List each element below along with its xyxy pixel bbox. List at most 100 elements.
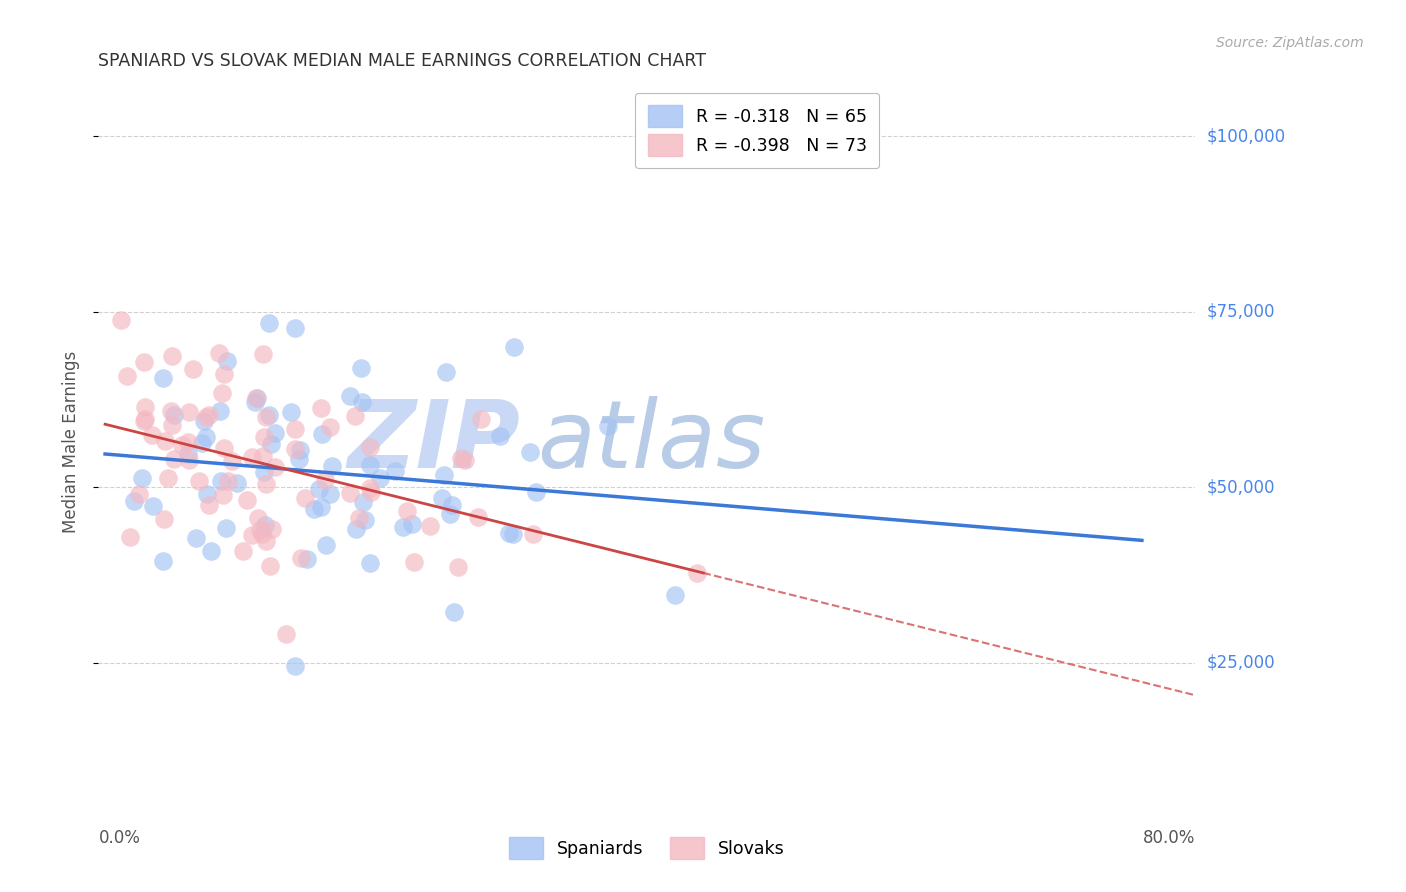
Point bbox=[360, 484, 382, 499]
Point bbox=[339, 389, 361, 403]
Point bbox=[384, 465, 406, 479]
Point bbox=[284, 442, 307, 456]
Point bbox=[195, 410, 218, 425]
Legend: Spaniards, Slovaks: Spaniards, Slovaks bbox=[502, 830, 792, 866]
Point bbox=[498, 526, 520, 541]
Point bbox=[290, 551, 312, 566]
Point bbox=[447, 560, 470, 574]
Point bbox=[309, 500, 332, 514]
Point bbox=[131, 470, 153, 484]
Point bbox=[524, 484, 547, 499]
Point bbox=[274, 627, 297, 641]
Text: Source: ZipAtlas.com: Source: ZipAtlas.com bbox=[1216, 36, 1364, 50]
Point bbox=[157, 471, 180, 485]
Point bbox=[288, 452, 311, 467]
Point bbox=[252, 429, 274, 443]
Point bbox=[664, 588, 686, 602]
Point bbox=[195, 486, 218, 500]
Point bbox=[359, 440, 381, 454]
Point bbox=[110, 313, 132, 327]
Text: $100,000: $100,000 bbox=[1206, 128, 1285, 145]
Point bbox=[120, 530, 142, 544]
Point bbox=[177, 405, 200, 419]
Point bbox=[295, 552, 318, 566]
Point bbox=[264, 459, 287, 474]
Point bbox=[419, 518, 441, 533]
Point bbox=[176, 446, 198, 460]
Point bbox=[215, 354, 238, 368]
Point bbox=[181, 362, 204, 376]
Point bbox=[309, 401, 332, 415]
Point bbox=[350, 395, 373, 409]
Point bbox=[254, 410, 277, 425]
Point bbox=[217, 474, 239, 488]
Point bbox=[162, 350, 184, 364]
Point bbox=[172, 438, 194, 452]
Point bbox=[264, 426, 287, 441]
Point bbox=[245, 391, 267, 405]
Point bbox=[318, 420, 340, 434]
Point bbox=[359, 481, 381, 495]
Point bbox=[441, 498, 464, 512]
Point bbox=[502, 527, 524, 541]
Point bbox=[163, 452, 186, 467]
Point bbox=[401, 517, 423, 532]
Point bbox=[396, 503, 419, 517]
Point bbox=[160, 403, 183, 417]
Text: 0.0%: 0.0% bbox=[98, 829, 141, 847]
Point bbox=[433, 467, 456, 482]
Point bbox=[141, 428, 163, 442]
Point bbox=[215, 520, 238, 534]
Point bbox=[598, 419, 620, 434]
Point bbox=[257, 316, 280, 330]
Point bbox=[142, 499, 165, 513]
Point bbox=[152, 553, 174, 567]
Point bbox=[253, 465, 276, 479]
Point bbox=[200, 544, 222, 558]
Point bbox=[308, 483, 330, 497]
Point bbox=[318, 487, 340, 501]
Text: atlas: atlas bbox=[537, 396, 765, 487]
Point bbox=[252, 527, 274, 541]
Point bbox=[134, 414, 156, 428]
Point bbox=[315, 538, 337, 552]
Point bbox=[115, 368, 138, 383]
Point bbox=[254, 534, 277, 549]
Point bbox=[212, 488, 235, 502]
Point bbox=[209, 404, 232, 418]
Point bbox=[214, 367, 236, 381]
Point bbox=[288, 442, 311, 457]
Point bbox=[352, 495, 374, 509]
Point bbox=[294, 491, 316, 506]
Point bbox=[160, 418, 183, 433]
Text: $50,000: $50,000 bbox=[1206, 478, 1275, 496]
Text: ZIP: ZIP bbox=[347, 395, 520, 488]
Point bbox=[321, 459, 343, 474]
Point bbox=[211, 385, 233, 400]
Point bbox=[249, 523, 271, 537]
Point bbox=[221, 453, 243, 467]
Point bbox=[194, 430, 217, 444]
Point bbox=[212, 441, 235, 455]
Point bbox=[430, 491, 453, 506]
Point bbox=[198, 499, 221, 513]
Point bbox=[197, 409, 219, 423]
Point bbox=[254, 477, 277, 491]
Point bbox=[184, 531, 207, 545]
Point bbox=[311, 426, 333, 441]
Point bbox=[247, 511, 270, 525]
Point bbox=[152, 512, 174, 526]
Point bbox=[254, 518, 277, 533]
Point bbox=[208, 346, 231, 360]
Point bbox=[163, 408, 186, 422]
Point bbox=[354, 513, 377, 527]
Point bbox=[404, 555, 426, 569]
Point bbox=[243, 395, 266, 409]
Point bbox=[259, 559, 281, 574]
Point bbox=[260, 522, 283, 536]
Point bbox=[370, 470, 392, 484]
Point bbox=[225, 476, 247, 491]
Point bbox=[152, 370, 174, 384]
Y-axis label: Median Male Earnings: Median Male Earnings bbox=[62, 351, 80, 533]
Point bbox=[252, 346, 274, 360]
